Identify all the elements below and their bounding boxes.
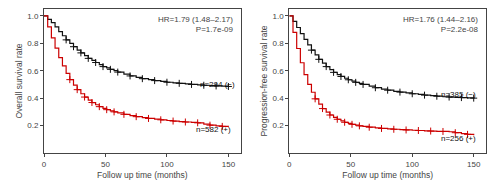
- svg-text:0.4: 0.4: [273, 94, 285, 103]
- svg-text:Follow up time (months): Follow up time (months): [97, 170, 188, 180]
- svg-text:Progression-free survival rate: Progression-free survival rate: [259, 25, 269, 136]
- svg-text:1.0: 1.0: [27, 12, 39, 21]
- svg-text:n=256 (+): n=256 (+): [441, 134, 476, 143]
- svg-text:50: 50: [101, 160, 110, 169]
- svg-text:HR=1.76 (1.44–2.16)P=2.2e-08: HR=1.76 (1.44–2.16)P=2.2e-08: [403, 15, 478, 34]
- svg-text:0.8: 0.8: [27, 39, 39, 48]
- svg-text:50: 50: [346, 160, 355, 169]
- svg-text:n=385 (−): n=385 (−): [441, 90, 476, 99]
- svg-text:100: 100: [160, 160, 174, 169]
- svg-text:0.6: 0.6: [273, 67, 285, 76]
- svg-text:0.6: 0.6: [27, 67, 39, 76]
- svg-text:0: 0: [287, 160, 292, 169]
- svg-text:100: 100: [406, 160, 420, 169]
- svg-text:0: 0: [42, 160, 47, 169]
- svg-text:0.8: 0.8: [273, 39, 285, 48]
- svg-text:0.2: 0.2: [273, 121, 285, 130]
- svg-text:1.0: 1.0: [273, 12, 285, 21]
- svg-text:Overall survival rate: Overall survival rate: [14, 43, 24, 118]
- svg-text:HR=1.79 (1.48–2.17)P=1.7e-09: HR=1.79 (1.48–2.17)P=1.7e-09: [158, 15, 233, 34]
- svg-text:150: 150: [467, 160, 481, 169]
- svg-text:Follow up time (months): Follow up time (months): [342, 170, 433, 180]
- svg-text:150: 150: [222, 160, 236, 169]
- svg-text:n=582 (+): n=582 (+): [196, 125, 231, 134]
- svg-text:0.2: 0.2: [27, 121, 39, 130]
- svg-text:n=294 (−): n=294 (−): [200, 80, 235, 89]
- svg-text:0.4: 0.4: [27, 94, 39, 103]
